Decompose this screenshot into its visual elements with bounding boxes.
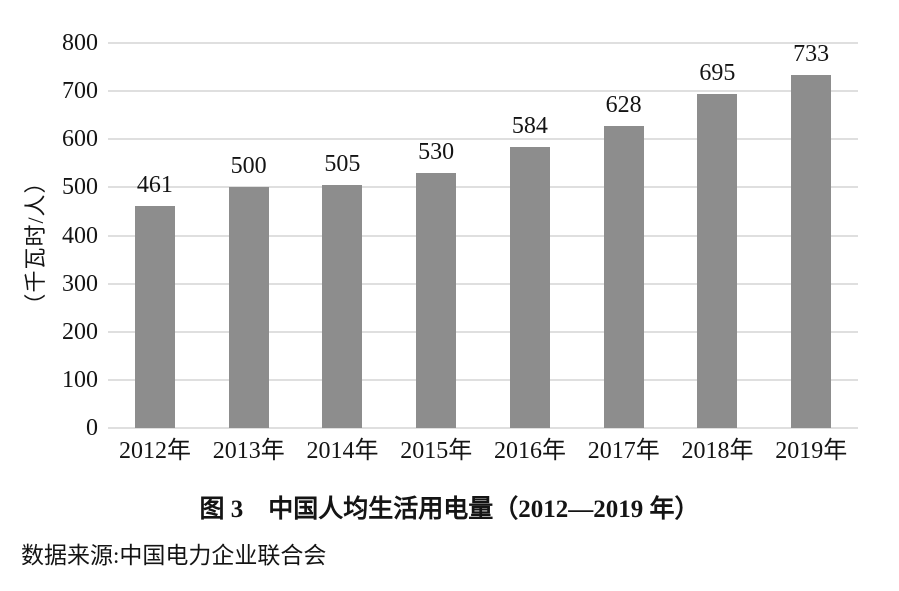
bar-value-label: 733 bbox=[793, 41, 830, 68]
gridline bbox=[108, 282, 858, 285]
data-source-note: 数据来源:中国电力企业联合会 bbox=[21, 543, 327, 568]
y-tick-label: 200 bbox=[62, 318, 98, 345]
y-tick-label: 400 bbox=[62, 222, 98, 249]
y-tick-label: 0 bbox=[86, 415, 98, 441]
gridline bbox=[108, 42, 858, 44]
gridline bbox=[108, 234, 858, 237]
bar-value-label: 628 bbox=[605, 91, 642, 118]
chart-title: 图 3 中国人均生活用电量（2012—2019 年） bbox=[199, 496, 700, 523]
y-tick-label: 600 bbox=[62, 126, 98, 153]
bar-value-label: 584 bbox=[511, 112, 548, 139]
bar-value-label: 695 bbox=[699, 59, 736, 86]
x-axis-label: 2018年 bbox=[681, 438, 754, 464]
bar bbox=[416, 172, 457, 428]
x-axis-label: 2013年 bbox=[212, 438, 285, 464]
gridline bbox=[108, 138, 858, 141]
bar bbox=[791, 75, 832, 428]
gridline bbox=[108, 427, 858, 429]
y-tick-label: 500 bbox=[62, 174, 98, 201]
bar-value-label: 505 bbox=[324, 150, 361, 177]
x-axis-label: 2015年 bbox=[400, 438, 473, 464]
bar bbox=[697, 93, 738, 428]
gridline bbox=[108, 186, 858, 189]
y-tick-label: 700 bbox=[62, 78, 98, 105]
y-tick-label: 800 bbox=[62, 30, 98, 56]
x-axis-label: 2017年 bbox=[587, 438, 660, 464]
x-axis-label: 2012年 bbox=[119, 438, 191, 464]
bar-value-label: 500 bbox=[230, 153, 267, 180]
gridline bbox=[108, 90, 858, 93]
y-tick-label: 100 bbox=[62, 366, 98, 393]
x-axis-label: 2019年 bbox=[775, 438, 848, 464]
bar bbox=[322, 184, 363, 428]
bar bbox=[603, 125, 644, 428]
bar-value-label: 530 bbox=[418, 138, 455, 165]
bar bbox=[509, 146, 550, 428]
bar bbox=[228, 187, 269, 428]
x-axis-label: 2014年 bbox=[306, 438, 379, 464]
bar bbox=[134, 206, 175, 428]
gridline bbox=[108, 330, 858, 333]
bar-value-label: 461 bbox=[136, 172, 173, 199]
gridline bbox=[108, 378, 858, 381]
y-tick-label: 300 bbox=[62, 270, 98, 297]
x-axis-label: 2016年 bbox=[494, 438, 566, 464]
